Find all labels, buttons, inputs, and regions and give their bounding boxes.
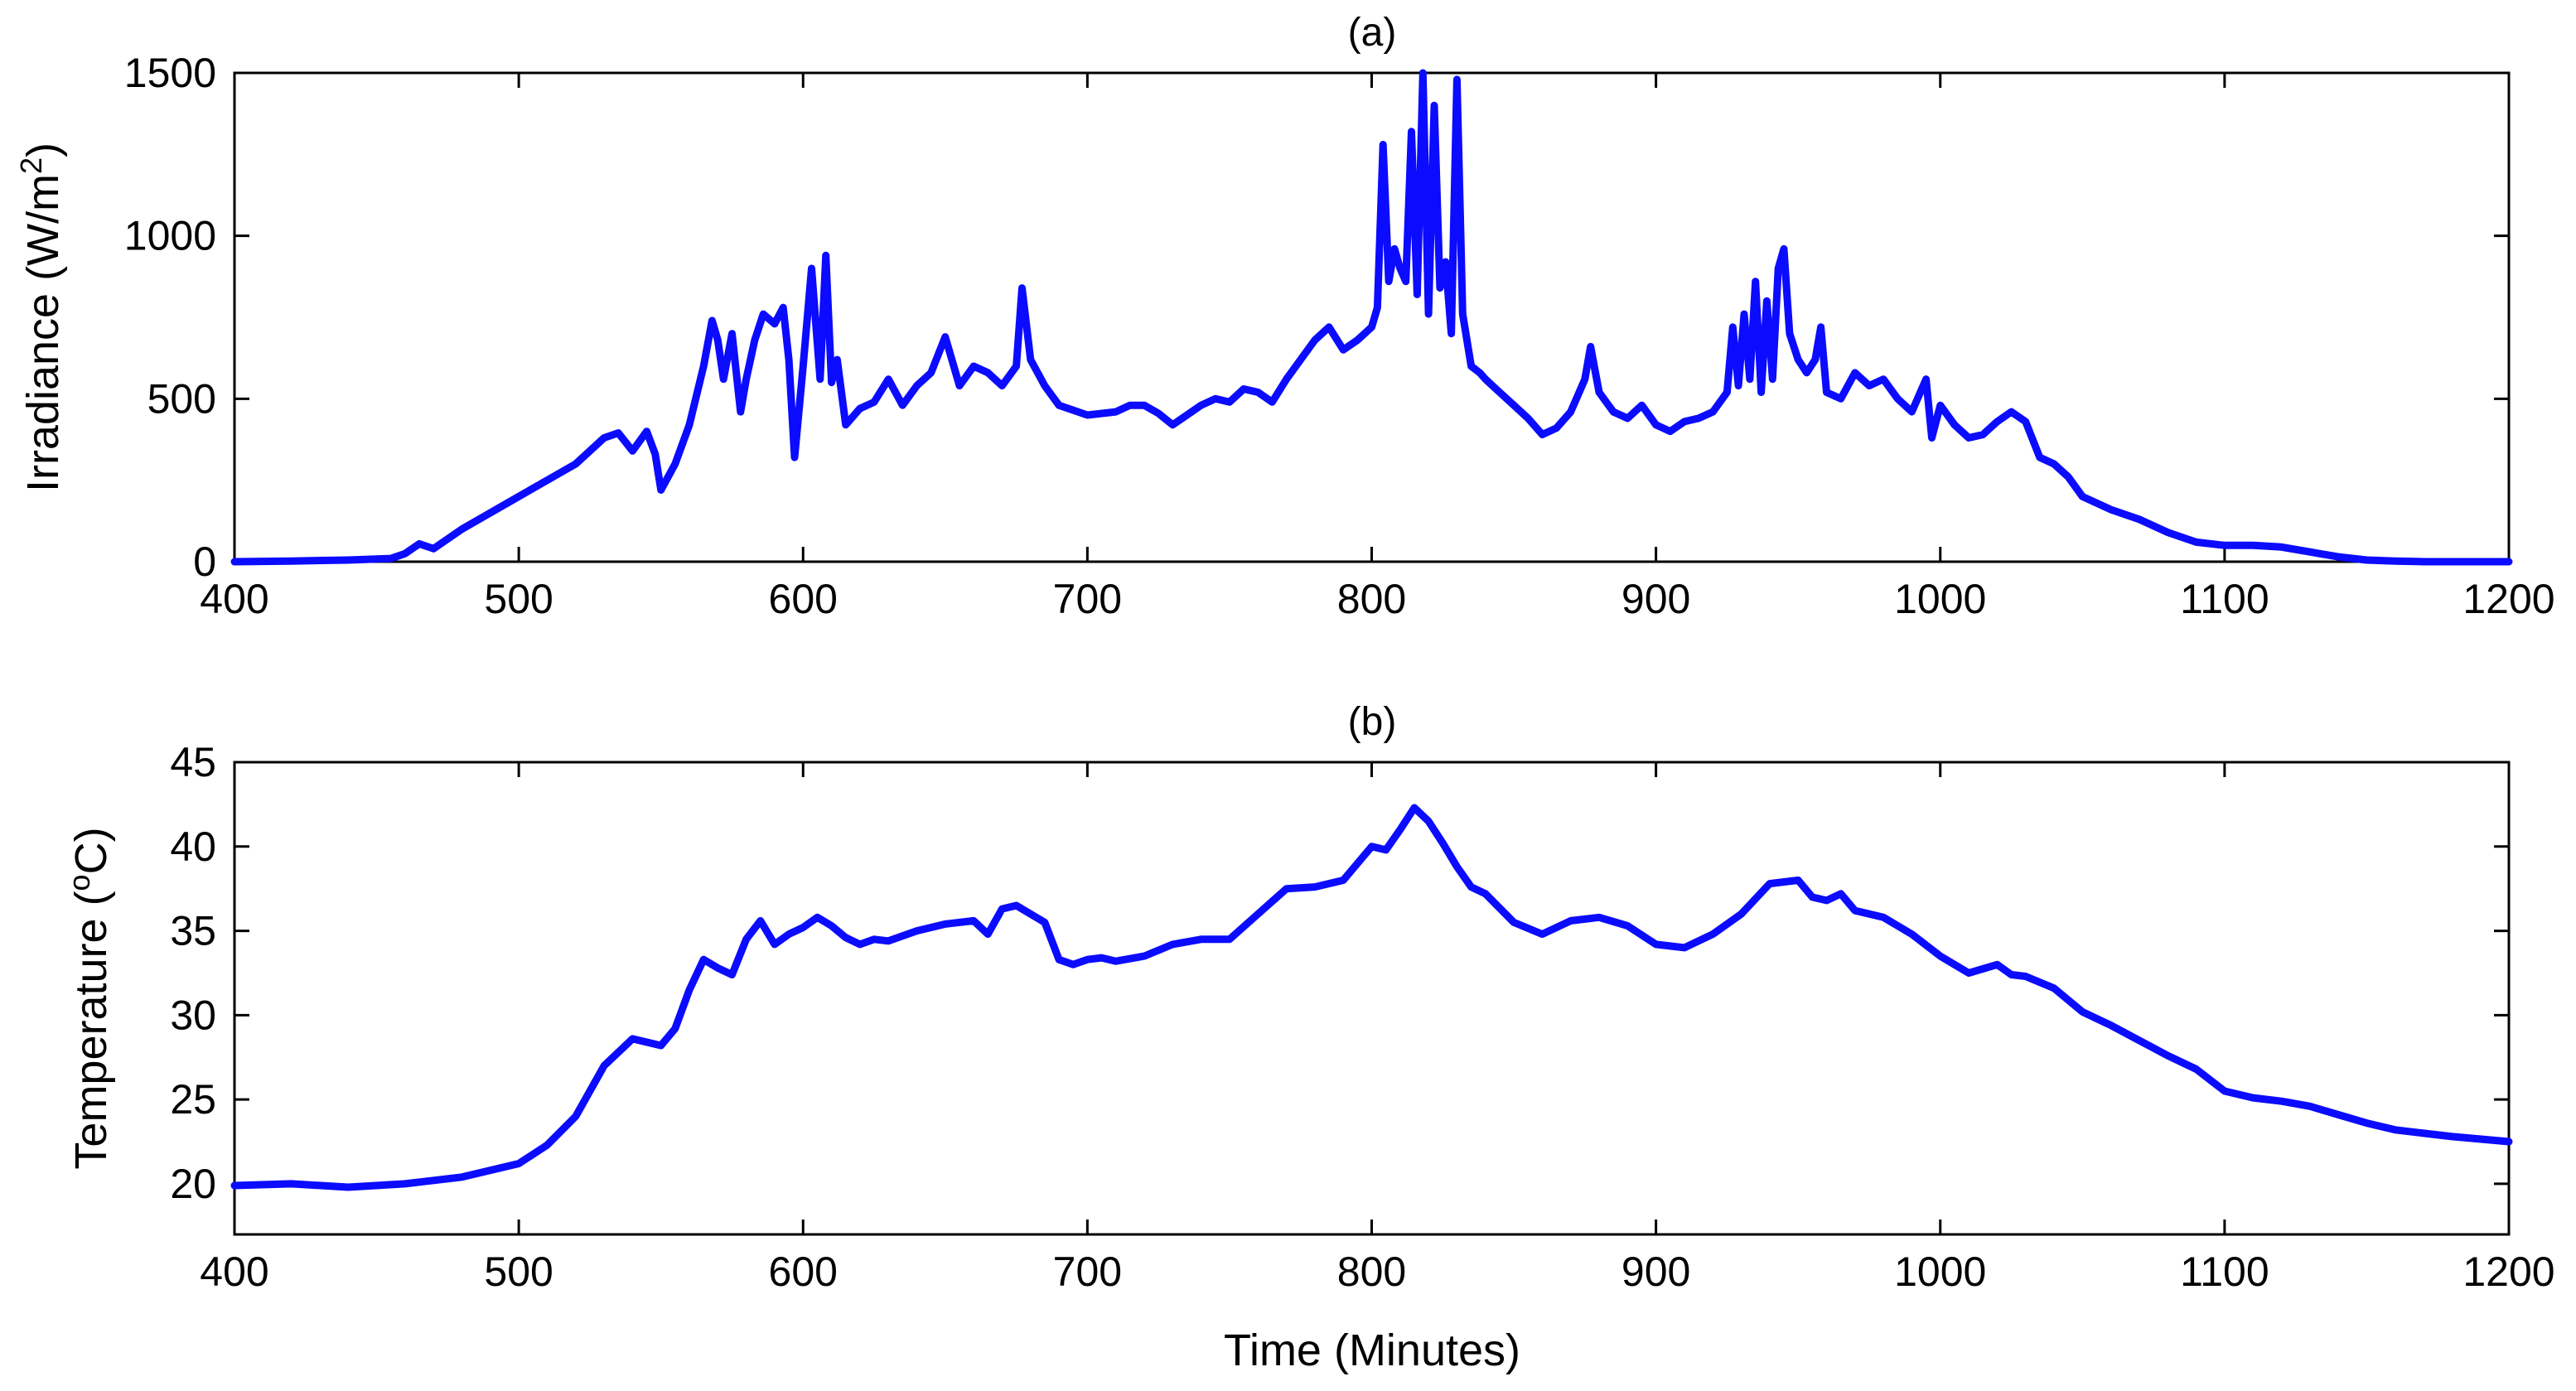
panel-a-x-ticks: 400 500 600 700 800 900 1000 1100 1200 bbox=[200, 73, 2555, 622]
y-tick-label: 25 bbox=[170, 1076, 216, 1123]
y-tick-label: 45 bbox=[170, 739, 216, 785]
panel-b-x-axis-label: Time (Minutes) bbox=[1224, 1326, 1520, 1375]
x-tick-label: 800 bbox=[1337, 1249, 1406, 1295]
panel-b-y-ticks: 20 25 30 35 40 45 bbox=[170, 739, 2509, 1207]
y-tick-label: 1000 bbox=[124, 213, 216, 259]
panel-a-title: (a) bbox=[1348, 11, 1397, 55]
y-tick-label: 1500 bbox=[124, 50, 216, 96]
x-tick-label: 700 bbox=[1053, 576, 1122, 622]
x-tick-label: 500 bbox=[484, 1249, 553, 1295]
y-tick-label: 40 bbox=[170, 823, 216, 870]
x-tick-label: 1200 bbox=[2462, 576, 2554, 622]
y-tick-label: 30 bbox=[170, 992, 216, 1038]
x-tick-label: 1000 bbox=[1894, 576, 1986, 622]
y-tick-label: 0 bbox=[193, 539, 216, 585]
y-tick-label: 20 bbox=[170, 1161, 216, 1207]
x-tick-label: 600 bbox=[769, 576, 838, 622]
panel-b: (b) 400 500 600 700 800 900 1000 1100 1200 20 25 3… bbox=[62, 700, 2555, 1375]
x-tick-label: 400 bbox=[200, 1249, 268, 1295]
panel-b-y-axis-label: Temperature (oC) bbox=[62, 827, 117, 1169]
x-tick-label: 1100 bbox=[2180, 1249, 2269, 1295]
temperature-series-line bbox=[230, 804, 2513, 1191]
x-tick-label: 500 bbox=[484, 576, 553, 622]
panel-a-y-ticks: 0 500 1000 1500 bbox=[124, 50, 2509, 585]
y-tick-label: 35 bbox=[170, 908, 216, 954]
x-tick-label: 800 bbox=[1337, 576, 1406, 622]
panel-b-x-ticks: 400 500 600 700 800 900 1000 1100 1200 bbox=[200, 762, 2555, 1295]
x-tick-label: 700 bbox=[1053, 1249, 1122, 1295]
x-tick-label: 1200 bbox=[2462, 1249, 2554, 1295]
panel-b-title: (b) bbox=[1348, 700, 1397, 744]
x-tick-label: 400 bbox=[200, 576, 268, 622]
irradiance-series-line bbox=[230, 69, 2513, 566]
panel-a-y-axis-label: Irradiance (W/m2) bbox=[14, 142, 69, 492]
x-tick-label: 900 bbox=[1621, 576, 1690, 622]
panel-a: (a) 400 500 600 700 800 900 1000 1100 1200 0 500 1… bbox=[14, 11, 2555, 622]
x-tick-label: 1000 bbox=[1894, 1249, 1986, 1295]
x-tick-label: 1100 bbox=[2180, 576, 2269, 622]
x-tick-label: 900 bbox=[1621, 1249, 1690, 1295]
x-tick-label: 600 bbox=[769, 1249, 838, 1295]
y-tick-label: 500 bbox=[147, 375, 216, 422]
